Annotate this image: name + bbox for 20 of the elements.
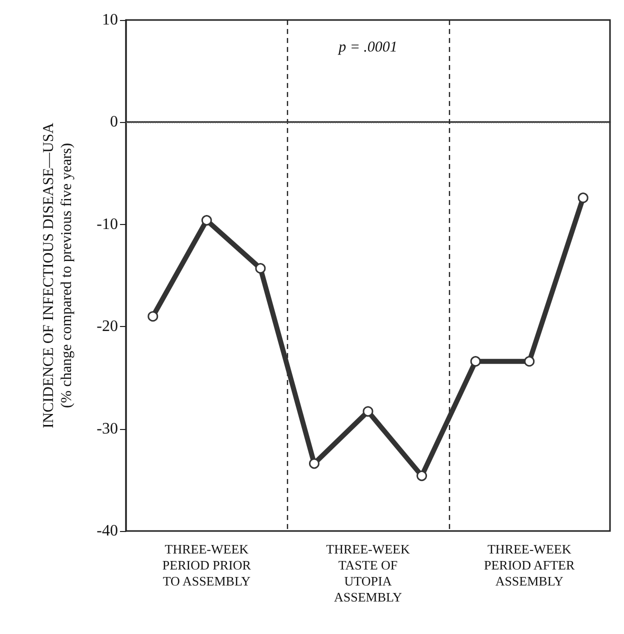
x-tick-label: THREE-WEEK PERIOD PRIOR TO ASSEMBLY [162, 542, 252, 588]
annotation: p = .0001 [338, 40, 398, 56]
y-tick-label: -30 [96, 420, 118, 438]
y-tick-label: 10 [102, 12, 118, 28]
point [578, 192, 588, 204]
point [148, 311, 158, 322]
x-tick-label: THREE-WEEK PERIOD AFTER ASSEMBLY [484, 542, 575, 588]
y-tick-label: -40 [96, 522, 118, 540]
point [416, 470, 428, 482]
point [362, 406, 374, 417]
point [470, 356, 481, 367]
x-tick-label: THREE-WEEK TASTE OF UTOPIA ASSEMBLY [326, 542, 410, 604]
y-tick-label: -20 [96, 318, 118, 336]
point [201, 215, 212, 226]
y-axis-title: INCIDENCE OF INFECTIOUS DISEASE—USA (% change compared to previous five years) [41, 122, 75, 428]
point [524, 356, 535, 367]
point [255, 263, 266, 274]
y-tick-label: -10 [96, 216, 118, 233]
point [308, 458, 320, 469]
y-tick-label: 0 [110, 114, 118, 131]
